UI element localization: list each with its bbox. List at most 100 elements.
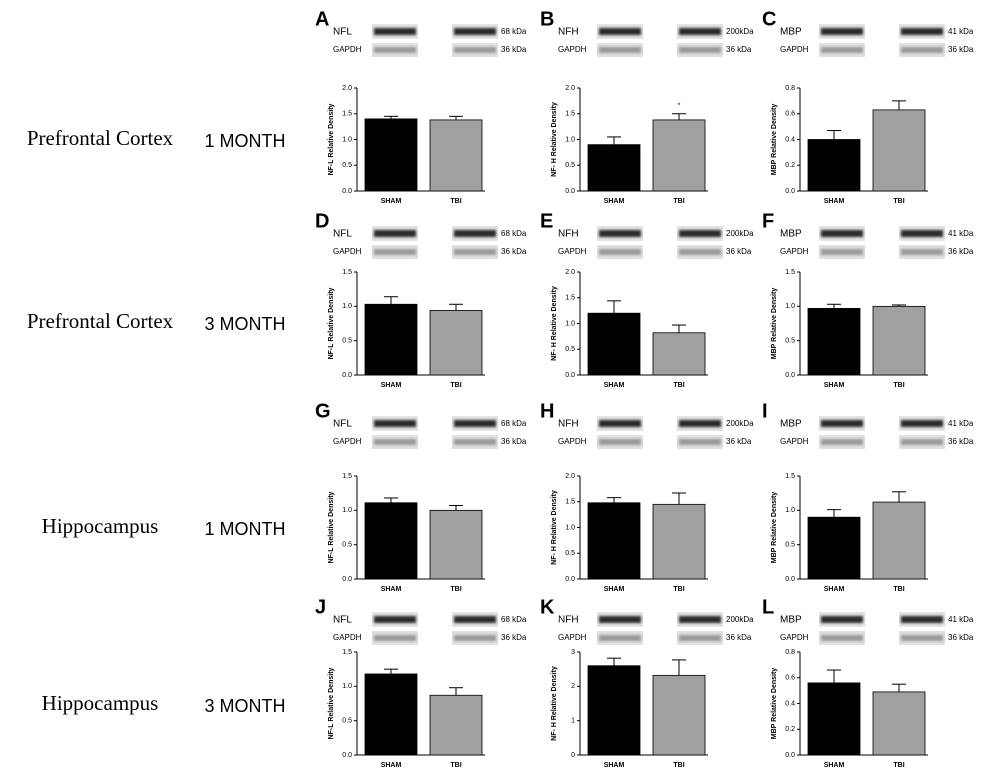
- blot-band: [454, 28, 496, 35]
- blot-band: [679, 230, 721, 237]
- y-tick-label: 1.0: [565, 136, 575, 143]
- blot-control-band: [901, 47, 943, 53]
- y-tick-label: 1.0: [565, 320, 575, 327]
- panel-letter: J: [315, 596, 326, 618]
- blot-band: [679, 616, 721, 623]
- blot-protein-size: 41 kDa: [948, 615, 974, 624]
- blot-protein-size: 200kDa: [726, 419, 754, 428]
- blot-band: [821, 420, 863, 427]
- y-tick-label: 1.5: [565, 295, 575, 302]
- y-axis-label: MBP Relative Density: [771, 288, 778, 360]
- y-tick-label: 2.0: [342, 85, 352, 92]
- bar: [808, 140, 860, 192]
- y-tick-label: 1: [571, 718, 575, 725]
- y-tick-label: 0.0: [565, 576, 575, 583]
- row-region: Prefrontal Cortex: [27, 126, 174, 150]
- x-tick-label: TBI: [893, 762, 904, 769]
- blot-protein: NFL: [333, 229, 352, 240]
- blot-protein-size: 68 kDa: [501, 229, 527, 238]
- y-tick-label: 0: [571, 752, 575, 759]
- blot-control: GAPDH: [558, 45, 587, 54]
- y-tick-label: 1.0: [342, 683, 352, 690]
- blot-band: [374, 230, 416, 237]
- y-axis-label: MBP Relative Density: [771, 104, 778, 176]
- x-tick-label: SHAM: [381, 198, 402, 205]
- blot-control-size: 36 kDa: [726, 45, 752, 54]
- row-region: Prefrontal Cortex: [27, 309, 174, 333]
- blot-control-band: [821, 635, 863, 641]
- blot-control: GAPDH: [333, 633, 362, 642]
- bar: [365, 119, 417, 191]
- blot-protein: MBP: [780, 229, 802, 240]
- y-tick-label: 0.0: [785, 576, 795, 583]
- bar: [873, 502, 925, 579]
- bar: [430, 510, 482, 579]
- y-tick-label: 1.0: [342, 303, 352, 310]
- blot-protein: MBP: [780, 615, 802, 626]
- blot-control: GAPDH: [558, 437, 587, 446]
- y-tick-label: 0.5: [342, 162, 352, 169]
- blot-control-size: 36 kDa: [948, 247, 974, 256]
- panel-letter: H: [540, 400, 554, 422]
- x-tick-label: TBI: [450, 762, 461, 769]
- y-tick-label: 0.5: [785, 338, 795, 345]
- blot-control-band: [454, 47, 496, 53]
- panel-letter: K: [540, 596, 555, 618]
- blot-protein: NFH: [558, 229, 579, 240]
- blot-control-band: [901, 635, 943, 641]
- x-tick-label: SHAM: [604, 198, 625, 205]
- blot-control-size: 36 kDa: [501, 437, 527, 446]
- y-tick-label: 1.5: [565, 499, 575, 506]
- panel-letter: G: [315, 400, 331, 422]
- blot-protein-size: 68 kDa: [501, 419, 527, 428]
- y-tick-label: 1.0: [342, 136, 352, 143]
- y-tick-label: 1.0: [785, 507, 795, 514]
- bar: [430, 695, 482, 755]
- y-tick-label: 0.5: [565, 550, 575, 557]
- bar: [653, 120, 705, 191]
- blot-control-band: [374, 249, 416, 255]
- x-tick-label: SHAM: [381, 382, 402, 389]
- y-axis-label: NF- H Relative Density: [551, 286, 558, 361]
- blot-band: [599, 230, 641, 237]
- blot-control-band: [679, 47, 721, 53]
- row-time: 3 MONTH: [205, 314, 286, 334]
- blot-control: GAPDH: [780, 437, 809, 446]
- blot-control-band: [821, 47, 863, 53]
- panel-letter: I: [762, 400, 768, 422]
- y-axis-label: NF- H Relative Density: [551, 102, 558, 177]
- blot-protein: NFL: [333, 615, 352, 626]
- blot-control-band: [454, 439, 496, 445]
- blot-control-band: [454, 635, 496, 641]
- panel-letter: B: [540, 8, 554, 30]
- blot-control: GAPDH: [780, 45, 809, 54]
- y-tick-label: 0.0: [342, 576, 352, 583]
- bar: [873, 110, 925, 191]
- bar: [588, 145, 640, 191]
- blot-protein-size: 68 kDa: [501, 615, 527, 624]
- bar: [873, 692, 925, 755]
- blot-protein-size: 41 kDa: [948, 27, 974, 36]
- x-tick-label: SHAM: [381, 586, 402, 593]
- figure: Prefrontal Cortex1 MONTHPrefrontal Corte…: [0, 0, 984, 769]
- y-tick-label: 0.5: [342, 718, 352, 725]
- blot-protein-size: 200kDa: [726, 615, 754, 624]
- y-tick-label: 1.5: [565, 111, 575, 118]
- blot-band: [454, 616, 496, 623]
- blot-protein: NFH: [558, 419, 579, 430]
- bar: [365, 503, 417, 579]
- y-tick-label: 0.6: [785, 675, 795, 682]
- blot-control-size: 36 kDa: [726, 437, 752, 446]
- blot-band: [679, 28, 721, 35]
- x-tick-label: TBI: [673, 382, 684, 389]
- y-tick-label: 2.0: [565, 473, 575, 480]
- y-tick-label: 1.0: [342, 507, 352, 514]
- blot-control-size: 36 kDa: [501, 633, 527, 642]
